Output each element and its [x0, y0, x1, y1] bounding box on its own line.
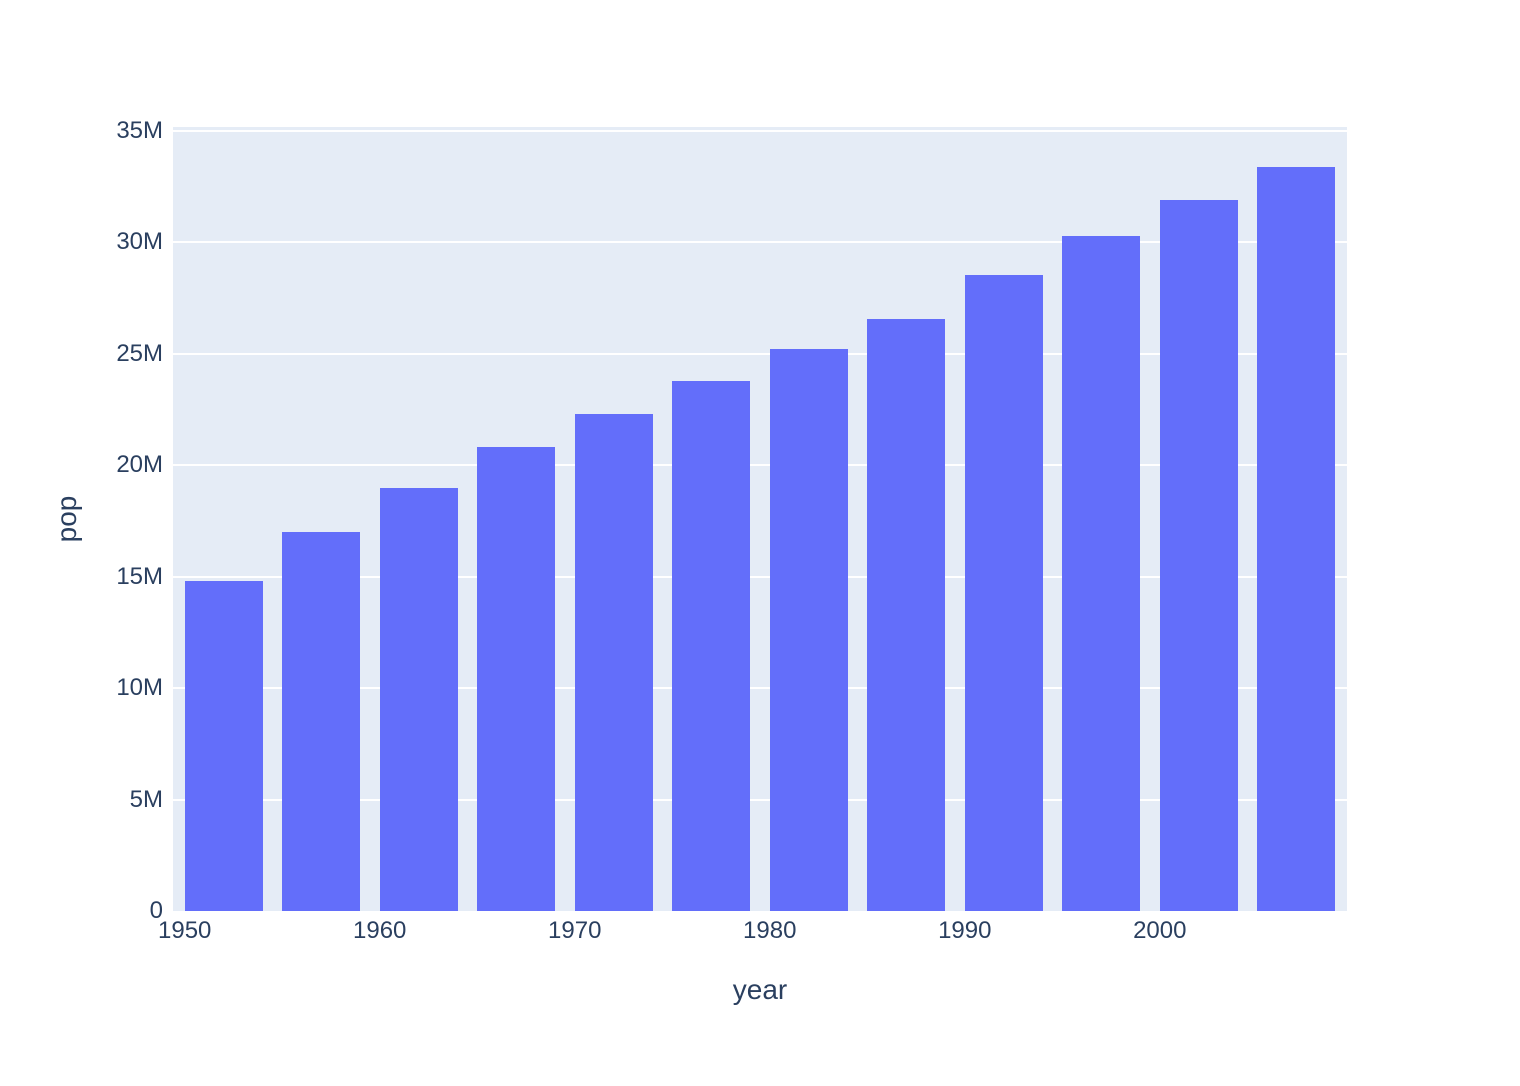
x-tick-label: 1980 [743, 917, 797, 944]
bar-1957[interactable] [282, 531, 361, 911]
bar-2002[interactable] [1159, 200, 1238, 911]
gridline [173, 352, 1347, 355]
gridline [173, 687, 1347, 690]
x-tick-label: 1960 [353, 917, 407, 944]
y-tick-label: 25M [116, 339, 163, 367]
bar-1977[interactable] [672, 380, 751, 911]
bar-1972[interactable] [574, 414, 653, 911]
y-tick-label: 30M [116, 228, 163, 256]
x-tick-label: 2000 [1133, 917, 1187, 944]
y-tick-label: 15M [116, 562, 163, 590]
gridline [173, 575, 1347, 578]
gridline [173, 464, 1347, 467]
bar-1992[interactable] [964, 275, 1043, 911]
y-tick-label: 35M [116, 117, 163, 144]
bar-1962[interactable] [379, 487, 458, 911]
y-axis-title: pop [51, 495, 82, 543]
bar-1997[interactable] [1062, 235, 1141, 911]
gridline [173, 130, 1347, 132]
x-axis-title: year [732, 974, 788, 1005]
x-tick-label: 1990 [938, 917, 992, 944]
gridline [173, 798, 1347, 801]
bar-1967[interactable] [477, 447, 556, 911]
y-tick-label: 20M [116, 451, 163, 479]
gridline [173, 241, 1347, 244]
x-tick-label: 1970 [548, 917, 602, 944]
y-tick-label: 0 [149, 897, 163, 924]
bar-1987[interactable] [867, 319, 946, 911]
bar-2007[interactable] [1257, 166, 1336, 911]
x-tick-label: 1950 [157, 917, 212, 944]
bar-1952[interactable] [184, 581, 263, 911]
plot-area [173, 127, 1347, 911]
y-tick-label: 5M [129, 785, 163, 813]
bar-1982[interactable] [769, 349, 848, 911]
y-tick-label: 10M [116, 674, 163, 702]
